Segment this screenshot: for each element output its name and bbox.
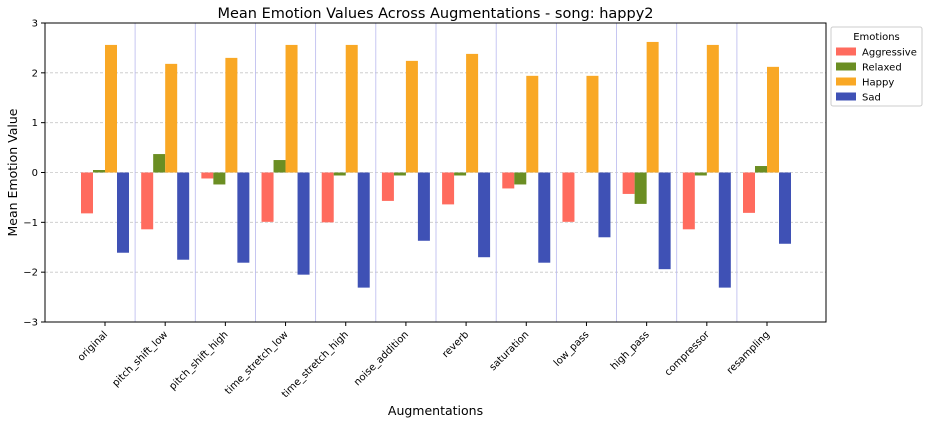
bar-aggressive-compressor xyxy=(682,172,695,230)
bar-sad-high_pass xyxy=(658,172,671,270)
bar-aggressive-resampling xyxy=(743,172,755,213)
bar-relaxed-high_pass xyxy=(634,172,647,204)
bar-aggressive-low_pass xyxy=(562,172,575,222)
bar-relaxed-time_stretch_high xyxy=(333,172,346,176)
bar-sad-original xyxy=(117,172,129,253)
y-tick-label: −2 xyxy=(23,268,38,279)
x-axis-label: Augmentations xyxy=(388,403,483,418)
bar-relaxed-time_stretch_low xyxy=(273,160,286,173)
bar-relaxed-pitch_shift_high xyxy=(213,172,226,185)
bar-sad-time_stretch_low xyxy=(297,172,310,275)
bar-happy-original xyxy=(105,44,117,173)
bar-happy-resampling xyxy=(767,66,779,173)
bar-sad-pitch_shift_low xyxy=(177,172,190,260)
bar-happy-pitch_shift_low xyxy=(165,63,178,173)
plot-area: −3 −2 −1 0 1 2 3 original pitch_shift_lowpitch_s… xyxy=(23,19,827,400)
y-tick-label: 2 xyxy=(32,68,38,79)
y-tick-label: 3 xyxy=(32,19,38,30)
chart-title: Mean Emotion Values Across Augmentations… xyxy=(217,6,653,22)
bar-aggressive-saturation xyxy=(502,172,515,189)
y-tick-label: −3 xyxy=(23,318,38,329)
bar-sad-pitch_shift_high xyxy=(237,172,250,263)
bar-relaxed-original xyxy=(93,170,105,173)
x-tick-label-time_stretch_low: time_stretch_low xyxy=(223,329,291,397)
y-tick-label: 0 xyxy=(32,168,38,179)
bar-sad-noise_addition xyxy=(417,172,430,241)
bar-relaxed-pitch_shift_low xyxy=(153,154,166,173)
y-tick-label: −1 xyxy=(23,218,38,229)
bar-happy-pitch_shift_high xyxy=(225,57,238,173)
bar-sad-reverb xyxy=(478,172,491,258)
bar-aggressive-pitch_shift_high xyxy=(201,172,214,179)
bar-relaxed-resampling xyxy=(755,166,767,173)
bar-happy-low_pass xyxy=(586,75,599,173)
x-tick-label-noise_addition: noise_addition xyxy=(352,329,411,388)
bar-happy-compressor xyxy=(706,44,719,173)
x-tick-label-resampling: resampling xyxy=(725,329,772,376)
bar-sad-saturation xyxy=(538,172,551,263)
legend-swatch-relaxed xyxy=(836,62,856,71)
x-tick-label-compressor: compressor xyxy=(663,329,713,379)
x-tick-label-reverb: reverb xyxy=(440,329,471,360)
bar-sad-resampling xyxy=(779,172,791,244)
bar-aggressive-high_pass xyxy=(622,172,635,194)
bar-aggressive-pitch_shift_low xyxy=(141,172,154,230)
legend-title: Emotions xyxy=(853,32,900,43)
bar-happy-time_stretch_high xyxy=(345,44,358,173)
legend-label-relaxed: Relaxed xyxy=(862,63,902,74)
x-tick-label-pitch_shift_high: pitch_shift_high xyxy=(167,329,230,392)
bar-relaxed-compressor xyxy=(694,172,707,176)
bar-sad-time_stretch_high xyxy=(357,172,370,288)
bar-happy-time_stretch_low xyxy=(285,44,298,173)
legend-label-sad: Sad xyxy=(862,93,881,104)
bar-happy-high_pass xyxy=(646,41,659,173)
x-tick-label-pitch_shift_low: pitch_shift_low xyxy=(111,329,171,389)
x-tick-label-low_pass: low_pass xyxy=(552,329,592,369)
x-tick-label-saturation: saturation xyxy=(488,329,532,373)
bar-sad-compressor xyxy=(718,172,731,288)
x-tick-label-high_pass: high_pass xyxy=(609,329,652,372)
bar-happy-reverb xyxy=(466,53,479,173)
bar-relaxed-noise_addition xyxy=(393,172,406,176)
bar-aggressive-noise_addition xyxy=(381,172,394,201)
x-tick-label-original: original xyxy=(76,329,110,363)
bar-aggressive-reverb xyxy=(442,172,455,205)
bar-relaxed-reverb xyxy=(454,172,467,176)
bar-aggressive-original xyxy=(81,172,93,214)
bar-aggressive-time_stretch_low xyxy=(261,172,274,222)
bar-sad-low_pass xyxy=(598,172,611,238)
x-tick-label-time_stretch_high: time_stretch_high xyxy=(280,329,351,400)
bar-happy-noise_addition xyxy=(405,60,418,173)
bar-relaxed-saturation xyxy=(514,172,527,185)
legend-swatch-sad xyxy=(836,92,856,101)
bar-aggressive-time_stretch_high xyxy=(321,172,334,223)
legend-swatch-aggressive xyxy=(836,47,856,56)
bar-happy-saturation xyxy=(526,75,539,173)
legend-label-aggressive: Aggressive xyxy=(862,48,917,59)
legend-swatch-happy xyxy=(836,77,856,86)
y-tick-label: 1 xyxy=(32,118,38,129)
y-axis-label: Mean Emotion Value xyxy=(5,108,20,236)
legend-frame xyxy=(830,26,923,107)
legend-label-happy: Happy xyxy=(862,78,894,89)
legend: Emotions Aggressive Relaxed Happy Sad xyxy=(830,26,923,107)
